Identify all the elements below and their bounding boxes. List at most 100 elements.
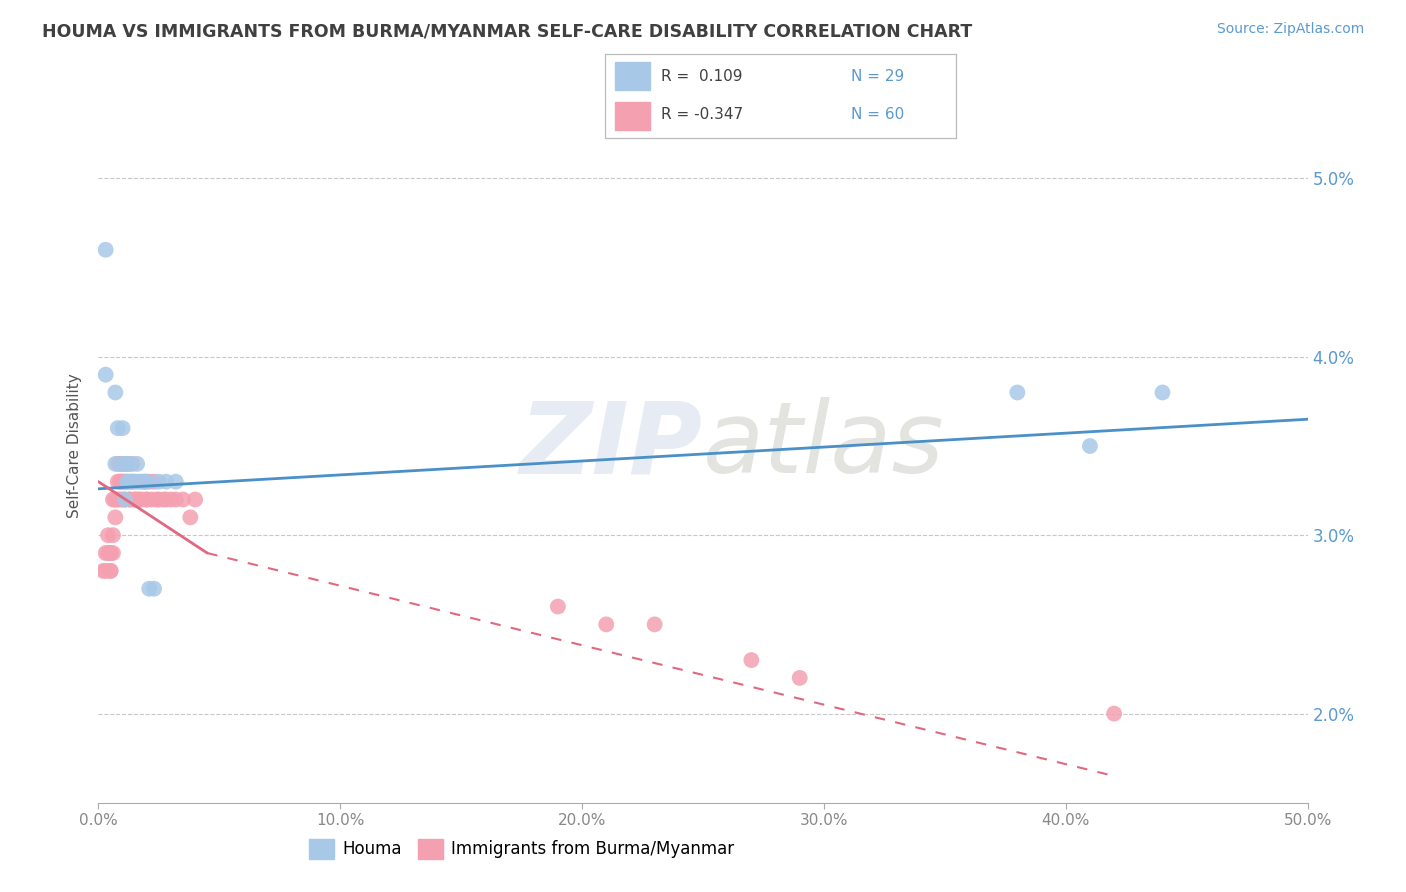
Text: atlas: atlas xyxy=(703,398,945,494)
Point xyxy=(100,546,122,560)
Point xyxy=(143,582,166,596)
Point xyxy=(184,492,207,507)
Point xyxy=(118,492,141,507)
Point xyxy=(1102,706,1125,721)
Point xyxy=(117,475,139,489)
Point xyxy=(97,546,120,560)
Point xyxy=(111,492,134,507)
Point xyxy=(101,528,124,542)
Point xyxy=(100,564,122,578)
Bar xyxy=(616,62,650,90)
Point xyxy=(135,475,157,489)
Point xyxy=(94,368,117,382)
Point xyxy=(108,492,131,507)
Point xyxy=(152,492,174,507)
Point xyxy=(143,475,166,489)
Text: N = 29: N = 29 xyxy=(851,69,904,84)
Point xyxy=(111,475,134,489)
Point xyxy=(108,475,131,489)
Point xyxy=(789,671,811,685)
Point xyxy=(111,457,134,471)
Point xyxy=(141,492,163,507)
Point xyxy=(644,617,666,632)
Point xyxy=(131,492,153,507)
Point xyxy=(104,510,127,524)
Point xyxy=(145,492,167,507)
Point xyxy=(131,475,153,489)
Point xyxy=(108,475,131,489)
Point xyxy=(127,475,149,489)
Point xyxy=(148,492,170,507)
Point xyxy=(91,564,114,578)
Point xyxy=(179,510,201,524)
Point xyxy=(94,546,117,560)
Point xyxy=(165,492,187,507)
Point xyxy=(104,385,127,400)
Point xyxy=(124,475,146,489)
Point xyxy=(128,492,150,507)
Point xyxy=(134,475,156,489)
Point xyxy=(104,492,127,507)
Point xyxy=(104,457,127,471)
Point xyxy=(107,421,129,435)
Point xyxy=(155,492,177,507)
Point xyxy=(118,457,141,471)
Point xyxy=(104,492,127,507)
Point xyxy=(97,528,120,542)
Point xyxy=(111,475,134,489)
Point xyxy=(117,457,139,471)
Point xyxy=(740,653,762,667)
Point xyxy=(114,457,136,471)
Point xyxy=(121,475,143,489)
Point xyxy=(1007,385,1029,400)
Point xyxy=(117,475,139,489)
Point xyxy=(114,475,136,489)
Text: N = 60: N = 60 xyxy=(851,107,904,122)
Text: Source: ZipAtlas.com: Source: ZipAtlas.com xyxy=(1216,22,1364,37)
Point xyxy=(172,492,194,507)
Legend: Houma, Immigrants from Burma/Myanmar: Houma, Immigrants from Burma/Myanmar xyxy=(302,832,741,866)
Point xyxy=(101,492,124,507)
Point xyxy=(107,492,129,507)
Point xyxy=(108,457,131,471)
Point xyxy=(121,457,143,471)
Point xyxy=(138,475,160,489)
Point xyxy=(165,475,187,489)
Text: R = -0.347: R = -0.347 xyxy=(661,107,742,122)
Point xyxy=(127,492,149,507)
Point xyxy=(138,582,160,596)
Point xyxy=(111,421,134,435)
Point xyxy=(114,492,136,507)
Point xyxy=(128,475,150,489)
Y-axis label: Self-Care Disability: Self-Care Disability xyxy=(67,374,83,518)
Point xyxy=(595,617,617,632)
Point xyxy=(121,475,143,489)
Text: R =  0.109: R = 0.109 xyxy=(661,69,742,84)
Text: ZIP: ZIP xyxy=(520,398,703,494)
Point xyxy=(135,492,157,507)
Point xyxy=(547,599,569,614)
Bar xyxy=(616,102,650,130)
Point xyxy=(107,457,129,471)
Text: HOUMA VS IMMIGRANTS FROM BURMA/MYANMAR SELF-CARE DISABILITY CORRELATION CHART: HOUMA VS IMMIGRANTS FROM BURMA/MYANMAR S… xyxy=(42,22,973,40)
Point xyxy=(114,492,136,507)
Point xyxy=(155,475,177,489)
Point xyxy=(160,492,183,507)
Point xyxy=(124,492,146,507)
Point xyxy=(134,475,156,489)
Point xyxy=(117,457,139,471)
Point xyxy=(101,546,124,560)
Point xyxy=(1078,439,1101,453)
Point xyxy=(107,475,129,489)
Point xyxy=(124,492,146,507)
Point xyxy=(135,492,157,507)
Point xyxy=(127,457,149,471)
Point xyxy=(100,546,122,560)
Point xyxy=(148,475,170,489)
Point xyxy=(118,475,141,489)
Point xyxy=(100,564,122,578)
Point xyxy=(118,492,141,507)
Point xyxy=(94,564,117,578)
Point xyxy=(111,457,134,471)
Point xyxy=(1152,385,1174,400)
